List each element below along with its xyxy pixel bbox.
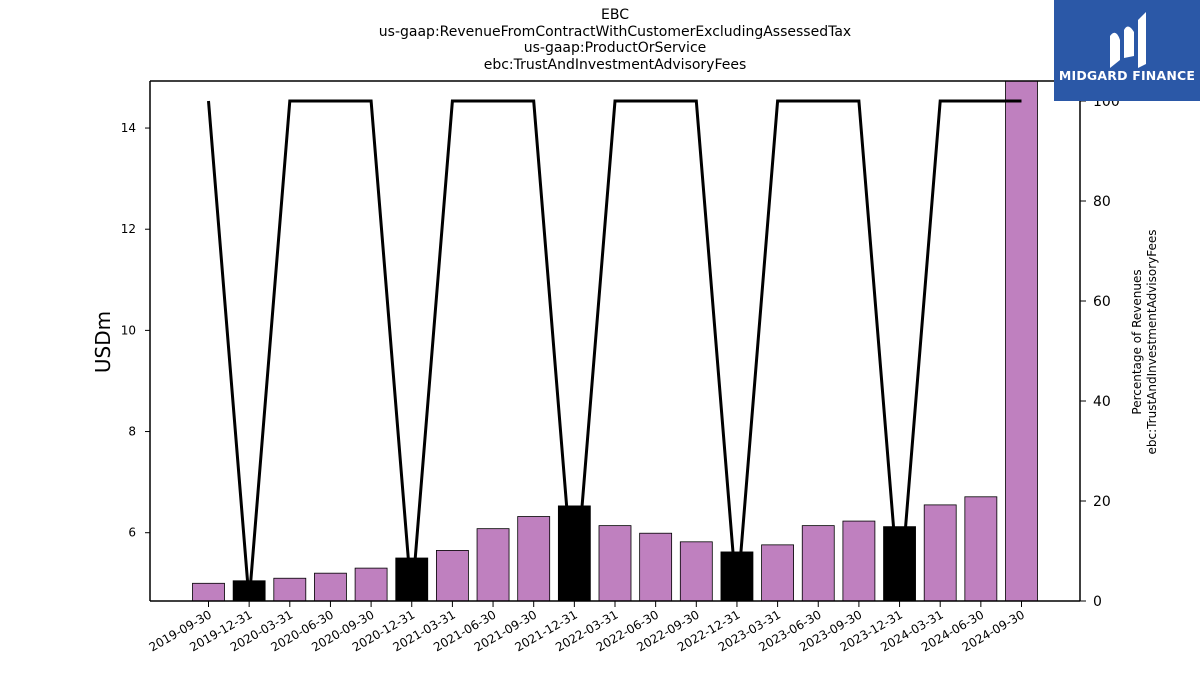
bar: [598, 525, 632, 602]
midgard-finance-logo: MIDGARD FINANCE: [1054, 0, 1200, 101]
chart-title-line-4: ebc:TrustAndInvestmentAdvisoryFees: [483, 57, 747, 73]
y-right-tick-label: 40: [1093, 394, 1111, 410]
y-axis-label: USDm: [91, 311, 115, 373]
bar: [761, 544, 794, 602]
bar: [476, 528, 510, 602]
chart-title-line-2: us-gaap:RevenueFromContractWithCustomerE…: [378, 24, 852, 40]
bar: [842, 520, 876, 602]
y-right-tick-label: 0: [1093, 594, 1102, 610]
bar: [639, 532, 673, 602]
bar: [273, 577, 307, 602]
chart-title-line-1: EBC: [601, 7, 629, 23]
bar: [964, 496, 998, 602]
bar: [517, 516, 551, 602]
y-tick-label: 12: [121, 222, 136, 236]
chart-title-line-3: us-gaap:ProductOrService: [523, 40, 707, 56]
y-tick-label: 14: [121, 121, 136, 135]
y-right-tick-label: 60: [1093, 294, 1111, 310]
y-tick-label: 6: [128, 526, 136, 540]
bar: [314, 572, 347, 602]
y-tick-label: 8: [128, 425, 136, 439]
logo-text: MIDGARD FINANCE: [1058, 68, 1196, 83]
y-right-tick-label: 80: [1093, 194, 1111, 210]
bar: [923, 504, 957, 602]
y-tick-label: 10: [121, 323, 136, 337]
bar: [679, 541, 713, 602]
percentage-line: [207, 99, 1022, 602]
bar: [435, 550, 469, 602]
logo-mark-icon: [1110, 12, 1146, 68]
y-right-axis-label-line-2: ebc:TrustAndInvestmentAdvisoryFees: [1145, 229, 1159, 454]
y-right-axis-label-line-1: Percentage of Revenues: [1130, 269, 1144, 414]
bar: [801, 525, 835, 602]
bar: [354, 567, 388, 602]
bar: [1005, 80, 1038, 602]
bar: [192, 582, 225, 602]
y-right-tick-label: 20: [1093, 494, 1111, 510]
